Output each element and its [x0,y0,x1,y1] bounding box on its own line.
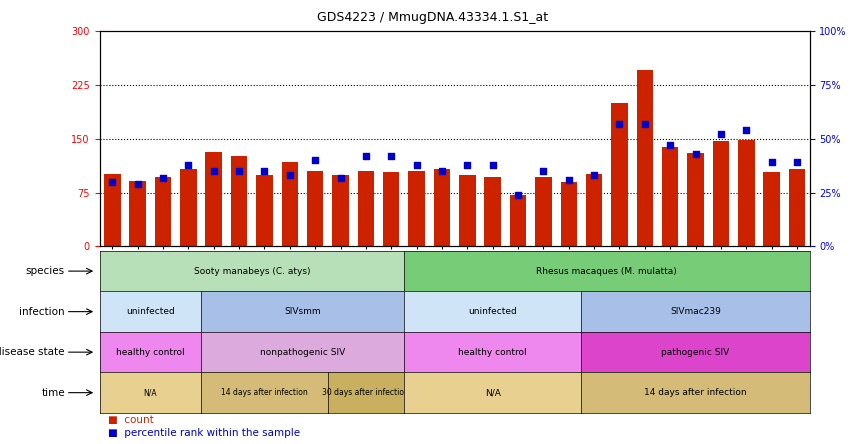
Point [181,161,195,168]
Point [612,120,626,127]
Point [688,150,702,157]
Point [663,142,677,149]
Bar [662,147,678,246]
Bar [484,177,501,246]
Bar [383,172,399,246]
Point [359,152,372,159]
Bar [434,169,450,246]
Point [486,161,500,168]
Bar [637,70,653,246]
Bar [205,152,222,246]
Point [714,131,727,138]
Point [257,167,271,174]
Bar [155,177,171,246]
Bar [535,177,552,246]
Text: pathogenic SIV: pathogenic SIV [662,348,730,357]
Text: nonpathogenic SIV: nonpathogenic SIV [260,348,346,357]
Bar [560,182,577,246]
Bar [713,141,729,246]
Bar [104,174,120,246]
Text: species: species [26,266,65,276]
Point [740,127,753,134]
Point [638,120,652,127]
Text: disease state: disease state [0,347,65,357]
Bar [256,175,273,246]
Bar [281,162,298,246]
Bar [358,171,374,246]
Point [562,176,576,183]
Point [232,167,246,174]
Bar [688,153,704,246]
Point [765,159,779,166]
Text: SIVmac239: SIVmac239 [670,307,721,316]
Text: infection: infection [19,307,65,317]
Bar [459,174,475,246]
Point [131,180,145,187]
Bar [764,172,780,246]
Text: Sooty manabeys (C. atys): Sooty manabeys (C. atys) [193,266,310,276]
Point [587,172,601,179]
Point [511,191,525,198]
Bar [510,195,527,246]
Point [207,167,221,174]
Text: time: time [42,388,65,398]
Text: N/A: N/A [485,388,501,397]
Text: 14 days after infection: 14 days after infection [644,388,746,397]
Bar [129,181,145,246]
Point [410,161,423,168]
Bar [333,175,349,246]
Bar [789,169,805,246]
Text: healthy control: healthy control [116,348,184,357]
Text: healthy control: healthy control [458,348,527,357]
Text: 14 days after infection: 14 days after infection [221,388,307,397]
Bar [231,156,248,246]
Bar [307,171,323,246]
Text: ■  count: ■ count [108,415,154,424]
Text: ■  percentile rank within the sample: ■ percentile rank within the sample [108,428,301,438]
Point [333,174,347,181]
Point [156,174,170,181]
Point [385,152,398,159]
Bar [611,103,628,246]
Bar [738,140,754,246]
Bar [409,171,425,246]
Text: 30 days after infection: 30 days after infection [322,388,410,397]
Bar [586,174,603,246]
Point [536,167,550,174]
Point [790,159,804,166]
Point [106,178,120,186]
Point [461,161,475,168]
Point [308,157,322,164]
Bar [180,169,197,246]
Point [283,172,297,179]
Text: uninfected: uninfected [469,307,517,316]
Text: GDS4223 / MmugDNA.43334.1.S1_at: GDS4223 / MmugDNA.43334.1.S1_at [318,11,548,24]
Text: N/A: N/A [144,388,157,397]
Text: Rhesus macaques (M. mulatta): Rhesus macaques (M. mulatta) [536,266,677,276]
Text: uninfected: uninfected [126,307,175,316]
Point [435,167,449,174]
Text: SIVsmm: SIVsmm [284,307,320,316]
